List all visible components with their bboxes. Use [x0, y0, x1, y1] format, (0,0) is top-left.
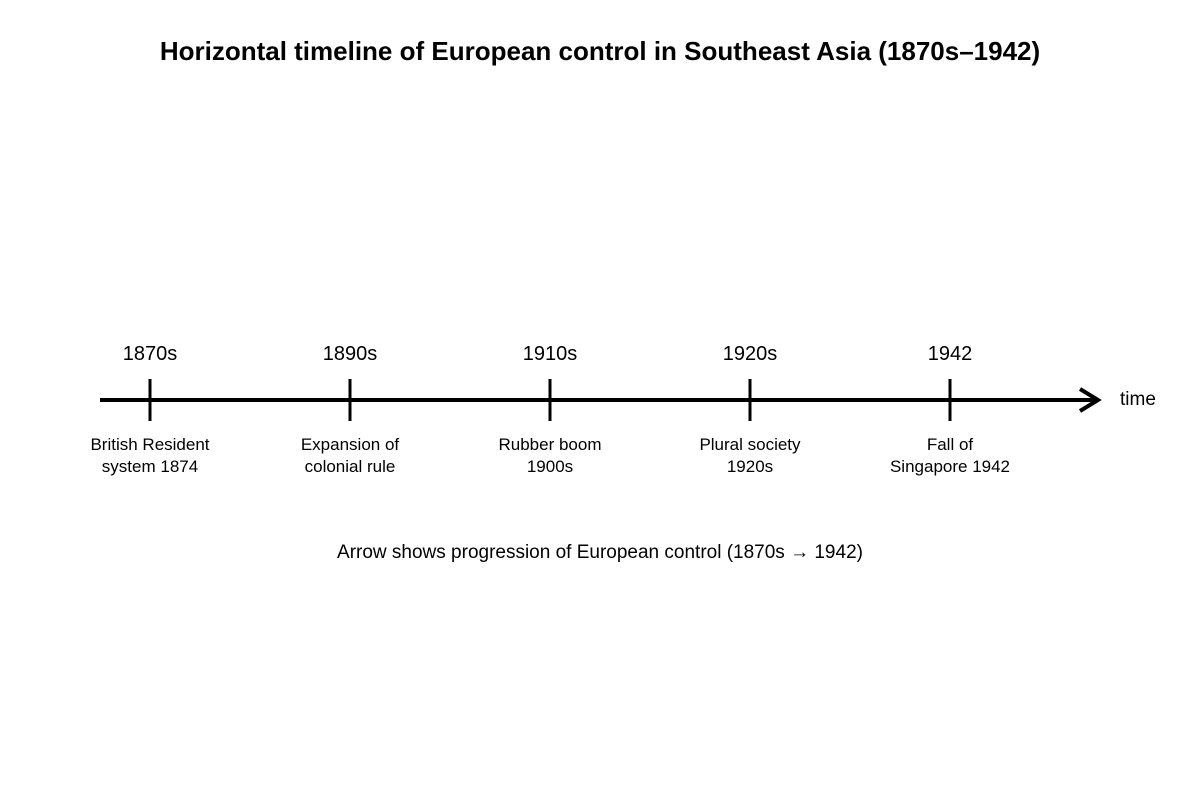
event-description-line: 1900s — [527, 457, 573, 476]
event-period-label: 1942 — [928, 343, 973, 365]
event-description-line: Expansion of — [301, 435, 400, 454]
timeline-events: 1870s British Resident system 1874 1890s Exp… — [90, 343, 1010, 476]
diagram-title: Horizontal timeline of European control … — [159, 36, 1041, 66]
event-period-label: 1890s — [323, 343, 378, 365]
event-description-line: Singapore 1942 — [890, 457, 1010, 476]
event-description-line: 1920s — [727, 457, 773, 476]
event-description-line: Fall of — [927, 435, 974, 454]
event-period-label: 1910s — [523, 343, 578, 365]
event-description-line: colonial rule — [305, 457, 396, 476]
event-description-line: Rubber boom — [498, 435, 601, 454]
axis-label: time — [1120, 389, 1156, 410]
timeline-arrowhead — [1078, 387, 1102, 413]
event-description-line: Plural society — [699, 435, 801, 454]
event-description-line: British Resident — [90, 435, 209, 454]
diagram-caption: Arrow shows progression of European cont… — [337, 542, 863, 563]
event-period-label: 1920s — [723, 343, 778, 365]
event-period-label: 1870s — [123, 343, 178, 365]
event-description-line: system 1874 — [102, 457, 198, 476]
